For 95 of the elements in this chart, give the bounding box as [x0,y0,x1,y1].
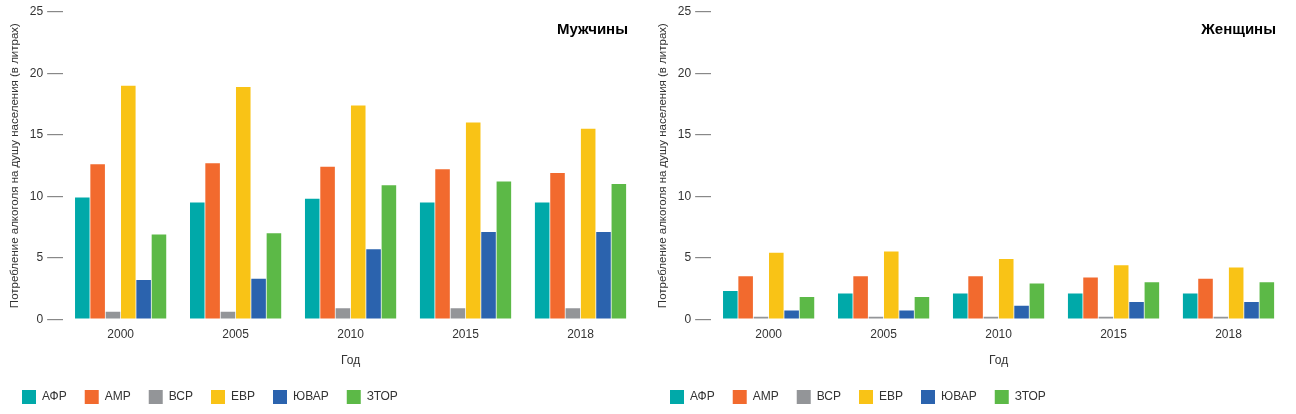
legend-label: АМР [104,389,131,404]
bar [1259,282,1275,319]
bar [1129,302,1144,319]
y-tick-label: 25 [677,4,692,19]
bar [1228,267,1244,319]
bar [914,297,930,319]
x-tick-label: 2000 [755,326,783,341]
bar [799,297,815,319]
bar [1113,265,1129,319]
y-tick-label: 5 [684,250,692,265]
text: Мужчины [556,19,628,37]
x-tick-label: 2000 [107,326,135,341]
x-tick-label: 2005 [870,326,898,341]
bar [450,308,466,319]
bar [381,185,397,319]
bar [304,198,320,319]
legend-label: ЮВАР [941,389,977,404]
bar [550,172,565,319]
y-tick-label: 5 [36,250,44,265]
bar [838,293,853,319]
y-tick-label: 25 [29,4,44,19]
bar [853,276,868,319]
x-axis-title: Год [989,353,1009,368]
x-tick-label: 2018 [567,326,595,341]
bar [883,251,899,319]
bar [481,231,496,319]
legend-label: ЗТОР [1014,389,1046,404]
text: Женщины [1200,19,1276,37]
bar [899,310,914,319]
legend-label: ВСР [168,389,194,404]
bar [1144,282,1160,319]
bar [75,197,90,319]
bar [1198,278,1213,319]
x-tick-label: 2018 [1215,326,1243,341]
x-tick-label: 2010 [337,326,365,341]
bar [496,181,512,319]
y-tick-label: 0 [684,311,692,326]
bar [366,249,381,319]
bar [335,308,351,319]
legend-label: АМР [752,389,779,404]
bar [465,122,481,319]
bar [220,311,236,319]
y-tick-label: 10 [29,188,44,203]
bar [534,202,550,319]
x-tick-label: 2015 [1100,326,1128,341]
bar [1067,293,1083,319]
bar [723,290,738,319]
x-axis-title: Год [341,353,361,368]
y-tick-label: 20 [29,65,44,80]
bar [998,258,1014,319]
x-tick-label: 2015 [452,326,480,341]
legend-label: ЗТОР [366,389,398,404]
legend-label: ЮВАР [293,389,329,404]
legend-label: ЕВР [879,389,904,404]
y-axis-title: Потребление алкоголя на душу населения (в литрах) [8,22,21,309]
bar [738,276,753,319]
x-tick-label: 2010 [985,326,1013,341]
bar [251,278,266,319]
x-tick-label: 2005 [222,326,250,341]
bar [320,166,335,319]
bar [419,202,435,319]
bar [151,234,167,319]
bar [1244,302,1259,319]
legend-label: АФР [42,389,67,404]
bar [190,202,205,319]
legend-label: ЕВР [231,389,256,404]
bar [266,233,282,319]
bar [968,276,983,319]
legend-label: АФР [690,389,715,404]
y-tick-label: 15 [677,127,692,142]
bar [769,252,784,319]
bar [1083,277,1098,319]
bar [1014,305,1029,319]
bar [235,86,251,319]
y-tick-label: 10 [677,188,692,203]
bar [952,293,968,319]
bar [435,169,450,319]
bar [784,310,799,319]
y-tick-label: 20 [677,65,692,80]
y-axis-title: Потребление алкоголя на душу населения (в литрах) [656,22,669,309]
bar [121,85,136,319]
bar [1182,293,1198,319]
bar [596,231,611,319]
bar [580,128,596,319]
legend-label: ВСР [816,389,842,404]
bar [105,311,121,319]
bar [1029,283,1045,319]
bar [565,308,581,319]
bar [611,184,627,319]
y-tick-label: 15 [29,127,44,142]
bar [350,105,366,319]
bar [205,163,220,319]
bar [90,164,105,319]
bar [136,279,151,319]
y-tick-label: 0 [36,311,44,326]
